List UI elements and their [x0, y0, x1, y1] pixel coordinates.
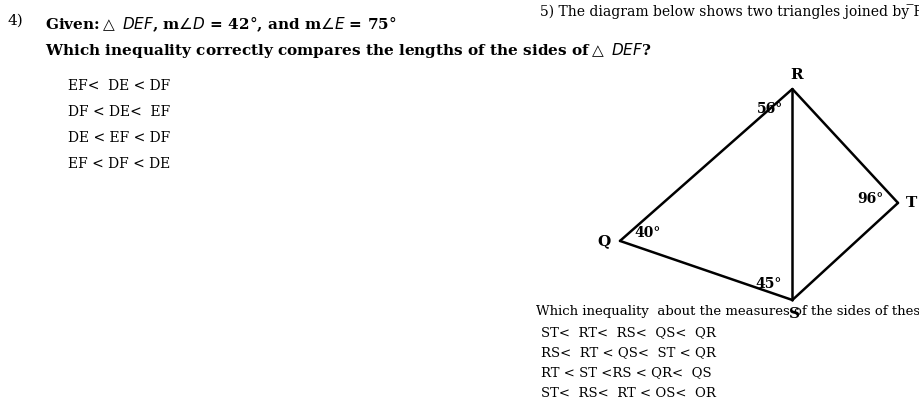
- Text: R: R: [790, 68, 802, 82]
- Text: EF<  DE < DF: EF< DE < DF: [68, 79, 170, 93]
- Text: 45°: 45°: [755, 277, 781, 291]
- Text: S: S: [789, 307, 800, 321]
- Text: DF < DE<  EF: DF < DE< EF: [68, 105, 170, 119]
- Text: RS<  RT < QS<  ST < QR: RS< RT < QS< ST < QR: [541, 346, 716, 359]
- Text: Q: Q: [597, 234, 610, 248]
- Text: 4): 4): [8, 14, 24, 28]
- Text: RT < ST <RS < QR<  QS: RT < ST <RS < QR< QS: [541, 366, 711, 379]
- Text: 56°: 56°: [757, 102, 784, 116]
- Text: Given:$\triangle$ $DEF$, m$\angle$$D$ = 42$\degree$, and m$\angle$$E$ = 75$\degr: Given:$\triangle$ $DEF$, m$\angle$$D$ = …: [45, 14, 396, 34]
- Text: Which inequality  about the measures of the sides of these triangles is true?: Which inequality about the measures of t…: [536, 305, 919, 318]
- Text: ST<  RS<  RT < QS<  QR: ST< RS< RT < QS< QR: [541, 386, 716, 397]
- Text: ST<  RT<  RS<  QS<  QR: ST< RT< RS< QS< QR: [541, 326, 716, 339]
- Text: 5) The diagram below shows two triangles joined by ̅RS̅.: 5) The diagram below shows two triangles…: [540, 4, 919, 19]
- Text: EF < DF < DE: EF < DF < DE: [68, 157, 170, 171]
- Text: Which inequality correctly compares the lengths of the sides of$\triangle$ $DEF$: Which inequality correctly compares the …: [45, 41, 652, 60]
- Text: 96°: 96°: [857, 192, 883, 206]
- Text: DE < EF < DF: DE < EF < DF: [68, 131, 170, 145]
- Text: T: T: [906, 196, 918, 210]
- Text: 40°: 40°: [635, 226, 661, 240]
